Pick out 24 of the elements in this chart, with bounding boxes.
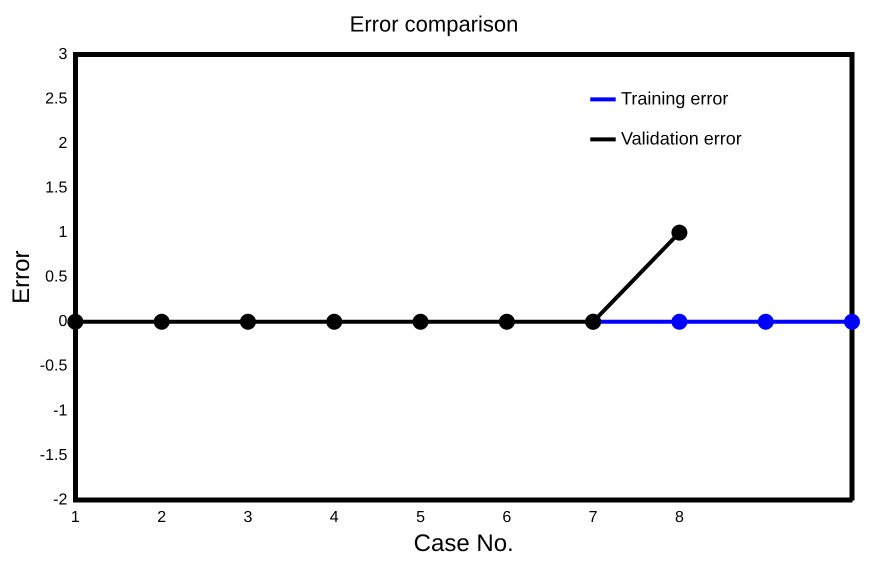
x-tick-label: 3 <box>244 509 252 526</box>
y-tick-label: 1.5 <box>45 179 68 196</box>
x-tick-label: 6 <box>502 509 512 526</box>
chart-title: Error comparison <box>350 11 518 36</box>
x-tick-label: 5 <box>416 509 426 526</box>
y-tick-label: -0.5 <box>40 358 68 375</box>
x-tick-label: 4 <box>330 509 339 526</box>
x-tick-label: 7 <box>588 509 598 526</box>
legend-label: Validation error <box>621 128 742 148</box>
y-tick-label: 0 <box>58 313 68 330</box>
x-tick-label: 8 <box>674 509 684 526</box>
y-axis-title: Error <box>8 250 36 304</box>
x-tick-label: 2 <box>157 509 166 526</box>
legend-label: Training error <box>621 88 728 108</box>
y-tick-label: 3 <box>58 46 68 63</box>
y-tick-label: -1.5 <box>40 446 68 464</box>
y-tick-label: 1 <box>58 224 68 242</box>
y-tick-label: 2.5 <box>45 90 68 108</box>
y-tick-label: 0.5 <box>45 268 68 286</box>
x-tick-label: 1 <box>70 509 80 526</box>
x-axis-title: Case No. <box>414 530 514 558</box>
y-tick-label: -2 <box>53 491 68 508</box>
y-tick-label: -1 <box>53 402 68 420</box>
y-tick-label: 2 <box>58 134 68 152</box>
